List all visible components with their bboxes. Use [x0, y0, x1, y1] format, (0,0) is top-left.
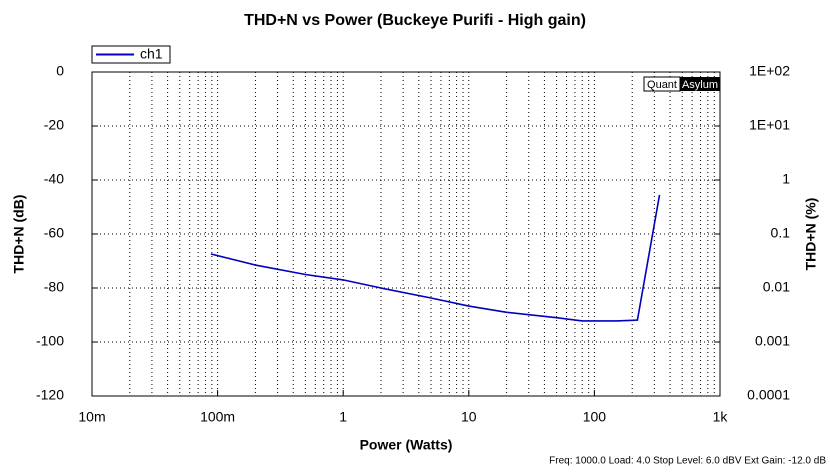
y-tick-label: -60	[44, 225, 64, 241]
y2-tick-label: 1	[782, 171, 790, 187]
watermark-bg-right	[680, 77, 720, 91]
x-tick-label: 1k	[713, 409, 729, 425]
watermark-left: Quant	[647, 79, 677, 91]
y2-tick-label: 0.001	[755, 333, 790, 349]
x-tick-label: 10m	[78, 409, 105, 425]
y-tick-label: -20	[44, 117, 64, 133]
watermark-right: Asylum	[682, 79, 718, 91]
y2-tick-label: 1E+02	[749, 63, 790, 79]
y2-axis-label: THD+N (%)	[803, 198, 819, 271]
x-tick-label: 100m	[200, 409, 235, 425]
chart-title: THD+N vs Power (Buckeye Purifi - High ga…	[244, 12, 586, 29]
footnote: Freq: 1000.0 Load: 4.0 Stop Level: 6.0 d…	[549, 456, 826, 467]
x-tick-label: 1	[339, 409, 347, 425]
y-tick-label: -80	[44, 279, 64, 295]
series-line	[210, 194, 661, 322]
plot-frame	[91, 71, 721, 397]
y2-tick-label: 1E+01	[749, 117, 790, 133]
y-tick-label: 0	[56, 63, 64, 79]
y2-tick-label: 0.01	[763, 279, 790, 295]
x-tick-label: 10	[461, 409, 477, 425]
y-tick-label: -100	[36, 333, 64, 349]
y-tick-label: -120	[36, 387, 64, 403]
y2-tick-label: 0.1	[771, 225, 791, 241]
y-tick-label: -40	[44, 171, 64, 187]
legend-label: ch1	[140, 46, 163, 62]
x-axis-label: Power (Watts)	[360, 437, 453, 453]
y-axis-label: THD+N (dB)	[11, 195, 27, 274]
x-tick-label: 100	[583, 409, 607, 425]
y2-tick-label: 0.0001	[747, 387, 790, 403]
